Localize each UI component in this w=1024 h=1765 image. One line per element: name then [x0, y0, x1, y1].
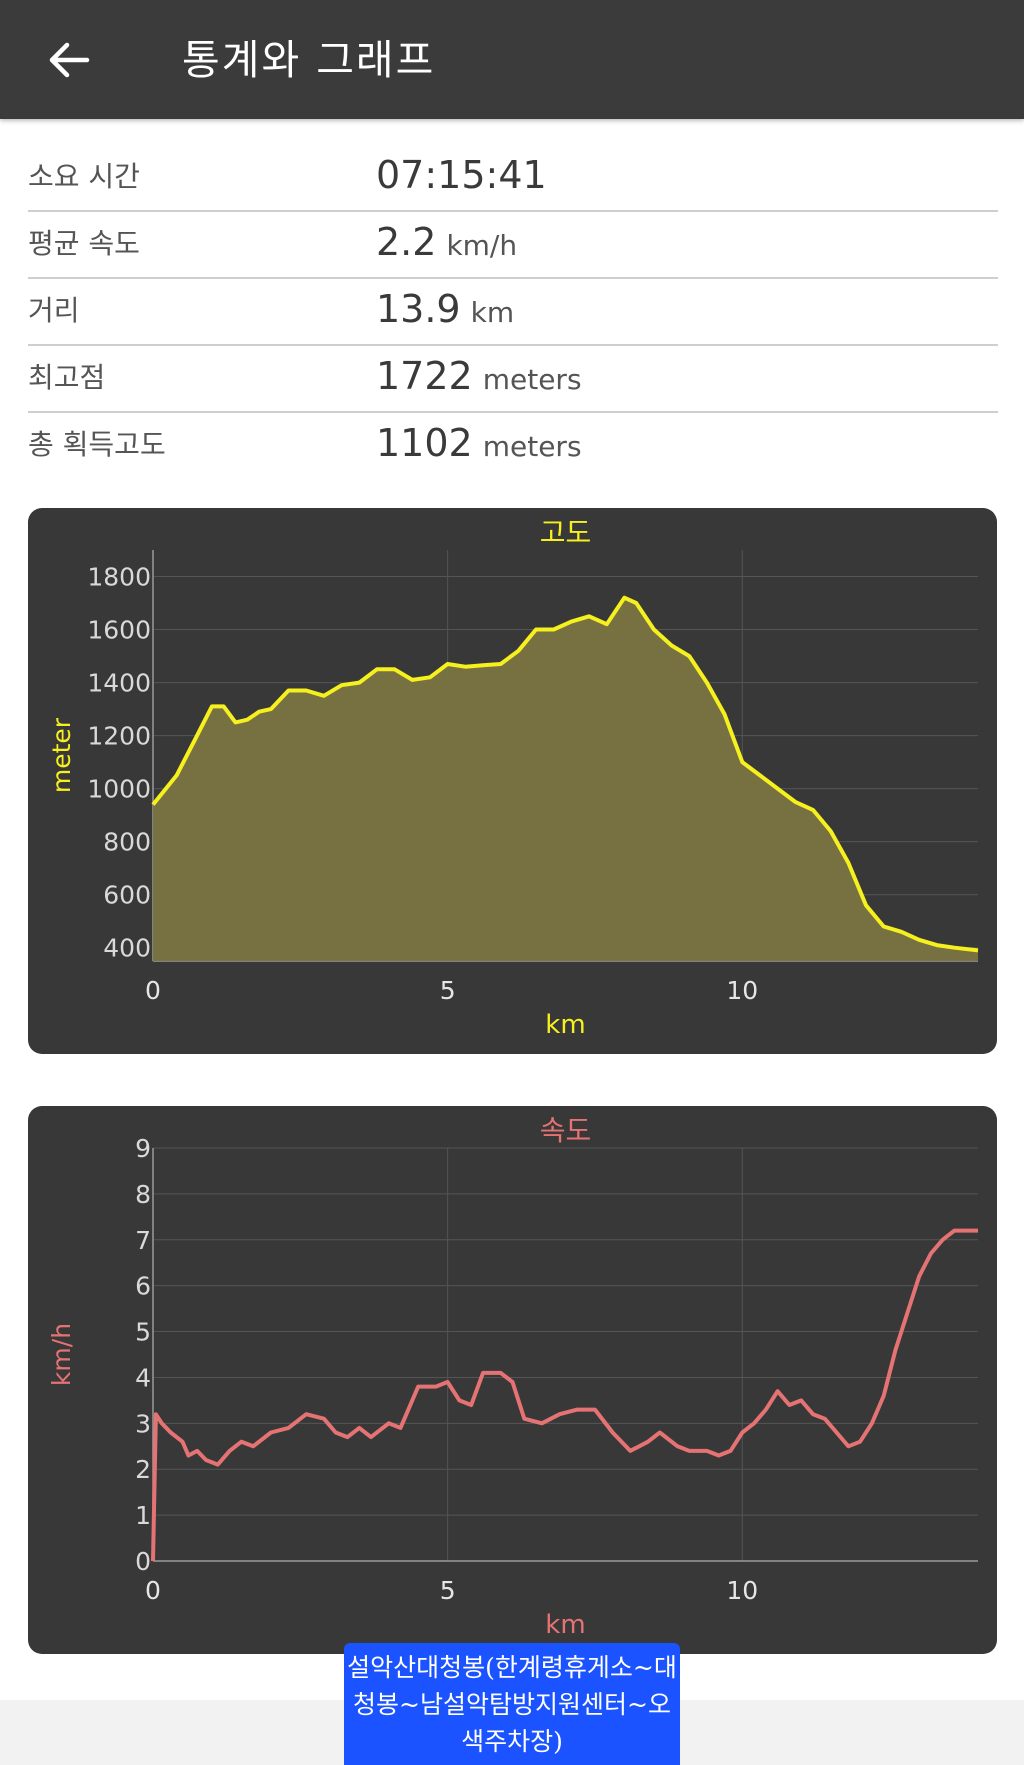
y-tick-label: 1600 [87, 616, 151, 645]
y-tick-label: 1800 [87, 563, 151, 592]
y-tick-label: 5 [135, 1318, 151, 1347]
stat-label: 총 획득고도 [28, 428, 166, 461]
stat-value: 13.9 km [376, 287, 514, 331]
stat-unit: km [470, 296, 515, 329]
chart-title: 속도 [540, 1114, 592, 1147]
y-axis-label: meter [47, 717, 76, 793]
app-bar: 통계와 그래프 [0, 0, 1024, 119]
y-tick-label: 6 [135, 1272, 151, 1301]
grid [152, 1147, 978, 1562]
x-tick-label: 5 [440, 1576, 456, 1605]
x-axis-label: km [545, 1010, 585, 1040]
x-axis-label: km [545, 1610, 585, 1640]
arrow-left-icon [49, 42, 90, 78]
stat-number: 1722 [376, 354, 473, 398]
y-axis-label: km/h [47, 1323, 76, 1386]
stat-row-avg-speed: 평균 속도 2.2 km/h [28, 212, 998, 279]
stat-row-total-ascent: 총 획득고도 1102 meters [28, 413, 998, 480]
y-tick-label: 8 [135, 1180, 151, 1209]
x-tick-label: 5 [440, 976, 456, 1005]
stat-label: 최고점 [28, 361, 106, 394]
stat-unit: meters [482, 430, 582, 463]
stat-label: 평균 속도 [28, 227, 140, 260]
y-tick-label: 800 [103, 828, 151, 857]
elevation-chart: 400 600 800 1000 1200 1400 1600 1800 0 5 10 고도 km met… [47, 516, 979, 1040]
x-tick-label: 10 [726, 976, 758, 1005]
route-name-label[interactable]: 설악산대청봉(한계령휴게소~대청봉~남설악탐방지원센터~오색주차장) [344, 1643, 680, 1765]
stat-number: 07:15:41 [376, 153, 547, 197]
stat-unit: km/h [446, 229, 518, 262]
y-tick-label: 1400 [87, 669, 151, 698]
x-tick-label: 0 [145, 1576, 161, 1605]
y-tick-label: 1 [135, 1501, 151, 1530]
y-tick-label: 1200 [87, 722, 151, 751]
stat-number: 13.9 [376, 287, 461, 331]
x-tick-label: 0 [145, 976, 161, 1005]
y-tick-label: 7 [135, 1226, 151, 1255]
y-tick-label: 3 [135, 1409, 151, 1438]
speed-chart-card: 0 1 2 3 4 5 6 7 8 9 0 5 10 속도 km km/h [28, 1106, 997, 1654]
stat-label: 거리 [28, 294, 80, 327]
stat-row-distance: 거리 13.9 km [28, 279, 998, 346]
series-line [151, 595, 979, 953]
stat-unit: meters [482, 363, 582, 396]
series-area [153, 597, 978, 961]
stat-number: 1102 [376, 421, 473, 465]
stat-row-duration: 소요 시간 07:15:41 [28, 145, 998, 212]
y-tick-label: 4 [135, 1363, 151, 1392]
stats-table: 소요 시간 07:15:41 평균 속도 2.2 km/h 거리 13.9 km 최… [28, 145, 998, 480]
y-tick-label: 0 [135, 1547, 151, 1576]
stat-value: 07:15:41 [376, 153, 547, 197]
x-tick-label: 10 [726, 1576, 758, 1605]
page-title: 통계와 그래프 [182, 36, 436, 84]
stat-row-max-elevation: 최고점 1722 meters [28, 346, 998, 413]
y-tick-label: 2 [135, 1455, 151, 1484]
stat-value: 1722 meters [376, 354, 582, 398]
elevation-chart-card: 400 600 800 1000 1200 1400 1600 1800 0 5 10 고도 km met… [28, 508, 997, 1054]
speed-chart: 0 1 2 3 4 5 6 7 8 9 0 5 10 속도 km km/h [47, 1114, 978, 1640]
stat-value: 2.2 km/h [376, 220, 517, 264]
stat-number: 2.2 [376, 220, 437, 264]
back-button[interactable] [36, 30, 102, 90]
y-tick-label: 400 [103, 934, 151, 963]
chart-title: 고도 [540, 516, 592, 549]
series-line [151, 1228, 978, 1562]
y-tick-label: 9 [135, 1134, 151, 1163]
y-tick-label: 1000 [87, 775, 151, 804]
stat-value: 1102 meters [376, 421, 582, 465]
y-tick-label: 600 [103, 881, 151, 910]
stat-label: 소요 시간 [28, 160, 140, 193]
